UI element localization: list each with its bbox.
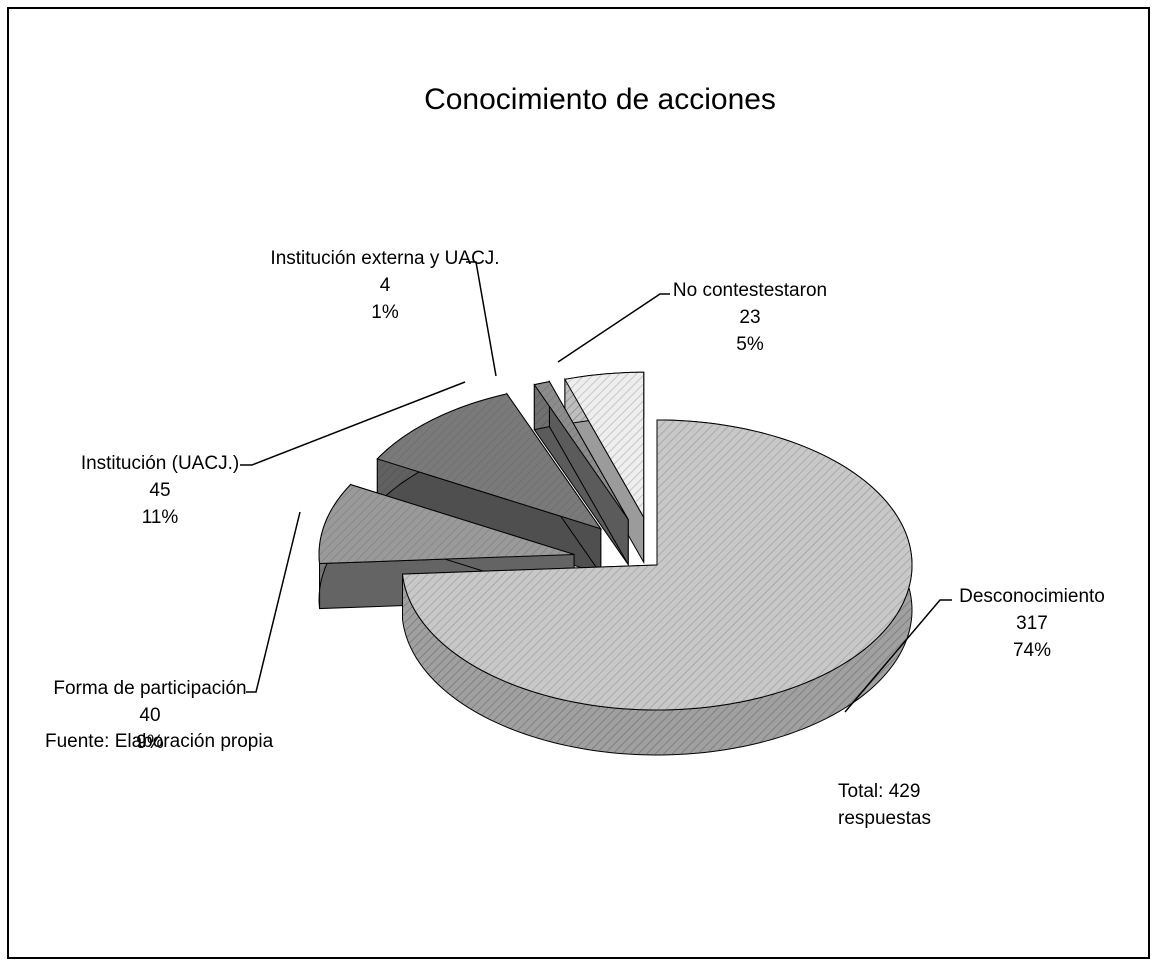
category-label: No contestestaron <box>672 280 828 301</box>
category-label: Institución (UACJ.) <box>80 453 240 474</box>
source: Fuente: Elaboración propia <box>45 731 274 752</box>
category-label: Desconocimiento <box>959 586 1105 607</box>
pie <box>318 371 913 756</box>
count-label: 40 <box>139 705 161 726</box>
count-label: 23 <box>739 307 761 328</box>
category-label: Forma de participación <box>53 678 247 699</box>
data-label: No contestestaron 23 5% <box>640 277 860 358</box>
percent-label: 11% <box>141 507 179 528</box>
slice-top-pattern <box>377 393 601 529</box>
slice-top-pattern <box>319 484 575 564</box>
leader-line <box>844 599 952 713</box>
slice-top-pattern <box>534 381 629 520</box>
slice <box>376 392 603 576</box>
leader-line <box>557 293 670 363</box>
data-label: Institución externa y UACJ. 4 1% <box>270 245 500 326</box>
leader-line <box>240 381 466 466</box>
data-label: Institución (UACJ.) 45 11% <box>60 450 260 531</box>
slice <box>401 419 913 756</box>
data-label: Forma de participación 40 9% <box>20 675 280 756</box>
slice-top-pattern <box>402 420 912 710</box>
slice-top-pattern <box>564 372 644 518</box>
count-label: 4 <box>379 275 391 296</box>
chart-title: Conocimiento de acciones <box>424 83 776 116</box>
count-label: 45 <box>149 480 171 501</box>
percent-label: 5% <box>736 334 764 355</box>
leader-line <box>466 261 497 377</box>
count-label: 317 <box>1016 613 1048 634</box>
leader-line <box>246 511 301 693</box>
leader-lines <box>240 261 952 713</box>
percent-label: 74% <box>1012 640 1052 661</box>
slice <box>533 379 629 567</box>
data-label: Desconocimiento 317 74% <box>952 583 1112 664</box>
percent-label: 1% <box>371 302 399 323</box>
category-label: Institución externa y UACJ. <box>270 248 500 269</box>
annotation: Total: 429 respuestas <box>838 781 931 829</box>
percent-label: 9% <box>136 732 164 753</box>
